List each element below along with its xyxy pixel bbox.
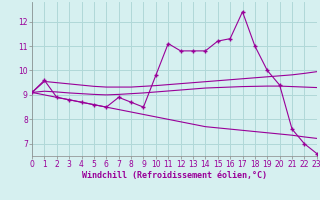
X-axis label: Windchill (Refroidissement éolien,°C): Windchill (Refroidissement éolien,°C) <box>82 171 267 180</box>
